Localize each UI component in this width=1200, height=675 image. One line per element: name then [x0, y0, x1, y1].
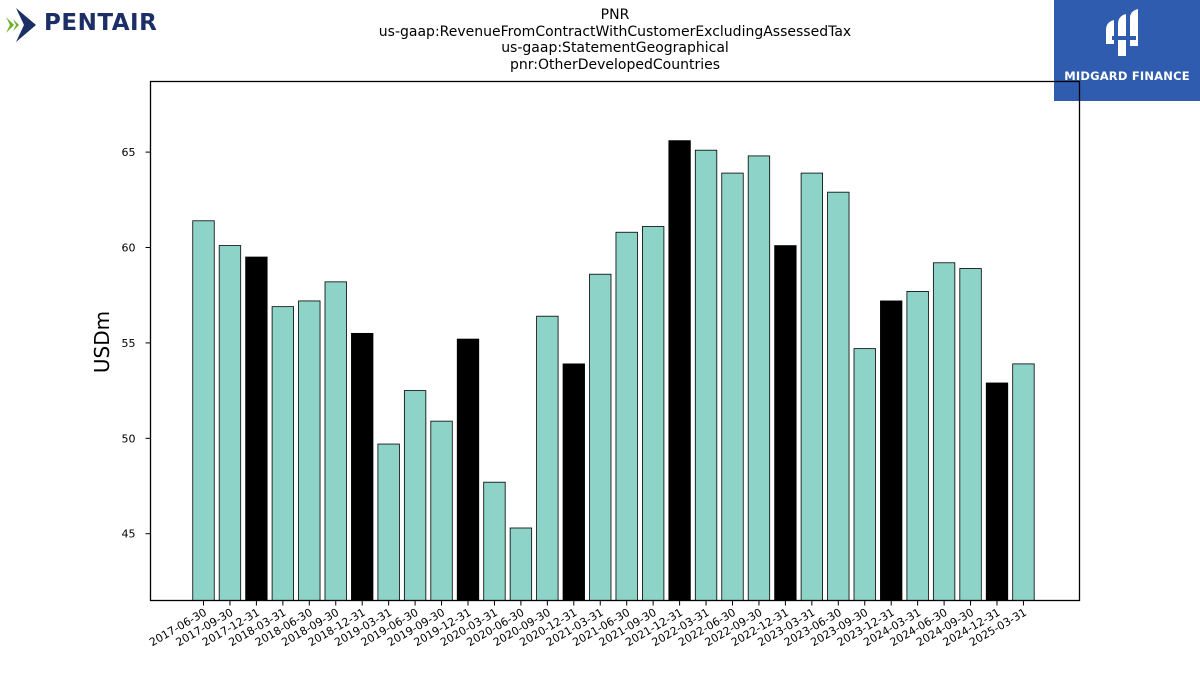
bar-2019-06-30 [403, 390, 427, 601]
bar-2022-06-30 [721, 172, 744, 601]
y-axis: 45 50 55 60 65 [122, 146, 151, 541]
bar-2020-03-31 [483, 481, 506, 601]
chart-title-axis: us-gaap:StatementGeographical [501, 40, 729, 56]
bar-2022-09-30 [747, 155, 771, 601]
bar-2018-09-30 [324, 281, 347, 601]
bar-2019-09-30 [430, 420, 453, 601]
plot-frame [149, 80, 1081, 602]
y-axis-label: USDm [90, 311, 114, 373]
bar-2023-09-30 [853, 348, 876, 601]
bar-2019-03-31 [377, 443, 400, 601]
bars-group [192, 140, 1035, 601]
bar-2023-06-30 [827, 191, 850, 601]
bar-2019-12-31 [456, 338, 480, 601]
bar-2024-12-31 [985, 382, 1009, 601]
bar-2022-03-31 [694, 149, 718, 601]
bar-2025-03-31 [1012, 363, 1035, 601]
chart-title-member: pnr:OtherDevelopedCountries [510, 56, 720, 73]
bar-2017-06-30 [192, 220, 215, 601]
pentair-logo-text: PENTAIR [44, 10, 158, 36]
bar-2021-12-31 [668, 140, 691, 601]
bar-2017-12-31 [245, 256, 268, 601]
chart-title-block: PNR us-gaap:RevenueFromContractWithCusto… [315, 7, 915, 73]
bar-2021-09-30 [642, 226, 665, 601]
bar-2020-12-31 [562, 363, 585, 601]
y-tick-label: 45 [122, 528, 136, 541]
midgard-logo-text: MIDGARD FINANCE [1064, 69, 1190, 83]
y-tick-label: 55 [122, 337, 136, 350]
bar-2023-03-31 [800, 172, 823, 601]
bar-2023-12-31 [880, 300, 903, 601]
bar-2024-06-30 [932, 262, 956, 601]
y-tick-label: 50 [122, 432, 136, 445]
midgard-mark-icon [1106, 9, 1138, 56]
bar-2018-06-30 [298, 300, 321, 601]
bar-2018-03-31 [271, 306, 295, 601]
y-tick-label: 65 [122, 146, 136, 159]
bar-2024-03-31 [906, 290, 929, 601]
bar-2020-06-30 [509, 527, 533, 601]
chart-title-ticker: PNR [600, 7, 630, 23]
x-axis: 2017-06-302017-09-302017-12-312018-03-31… [147, 600, 1029, 649]
midgard-finance-logo: MIDGARD FINANCE [1054, 0, 1200, 101]
y-tick-label: 60 [122, 242, 136, 255]
bar-2020-09-30 [536, 315, 559, 601]
bar-2022-12-31 [774, 245, 797, 601]
pentair-logo: PENTAIR [2, 4, 172, 46]
chart-title-concept: us-gaap:RevenueFromContractWithCustomerE… [378, 23, 852, 40]
bar-2024-09-30 [959, 268, 982, 601]
bar-2017-09-30 [218, 245, 242, 601]
bar-2021-03-31 [589, 273, 612, 601]
bar-2021-06-30 [615, 231, 638, 601]
pentair-mark-icon [6, 8, 36, 42]
bar-2018-12-31 [351, 332, 374, 601]
